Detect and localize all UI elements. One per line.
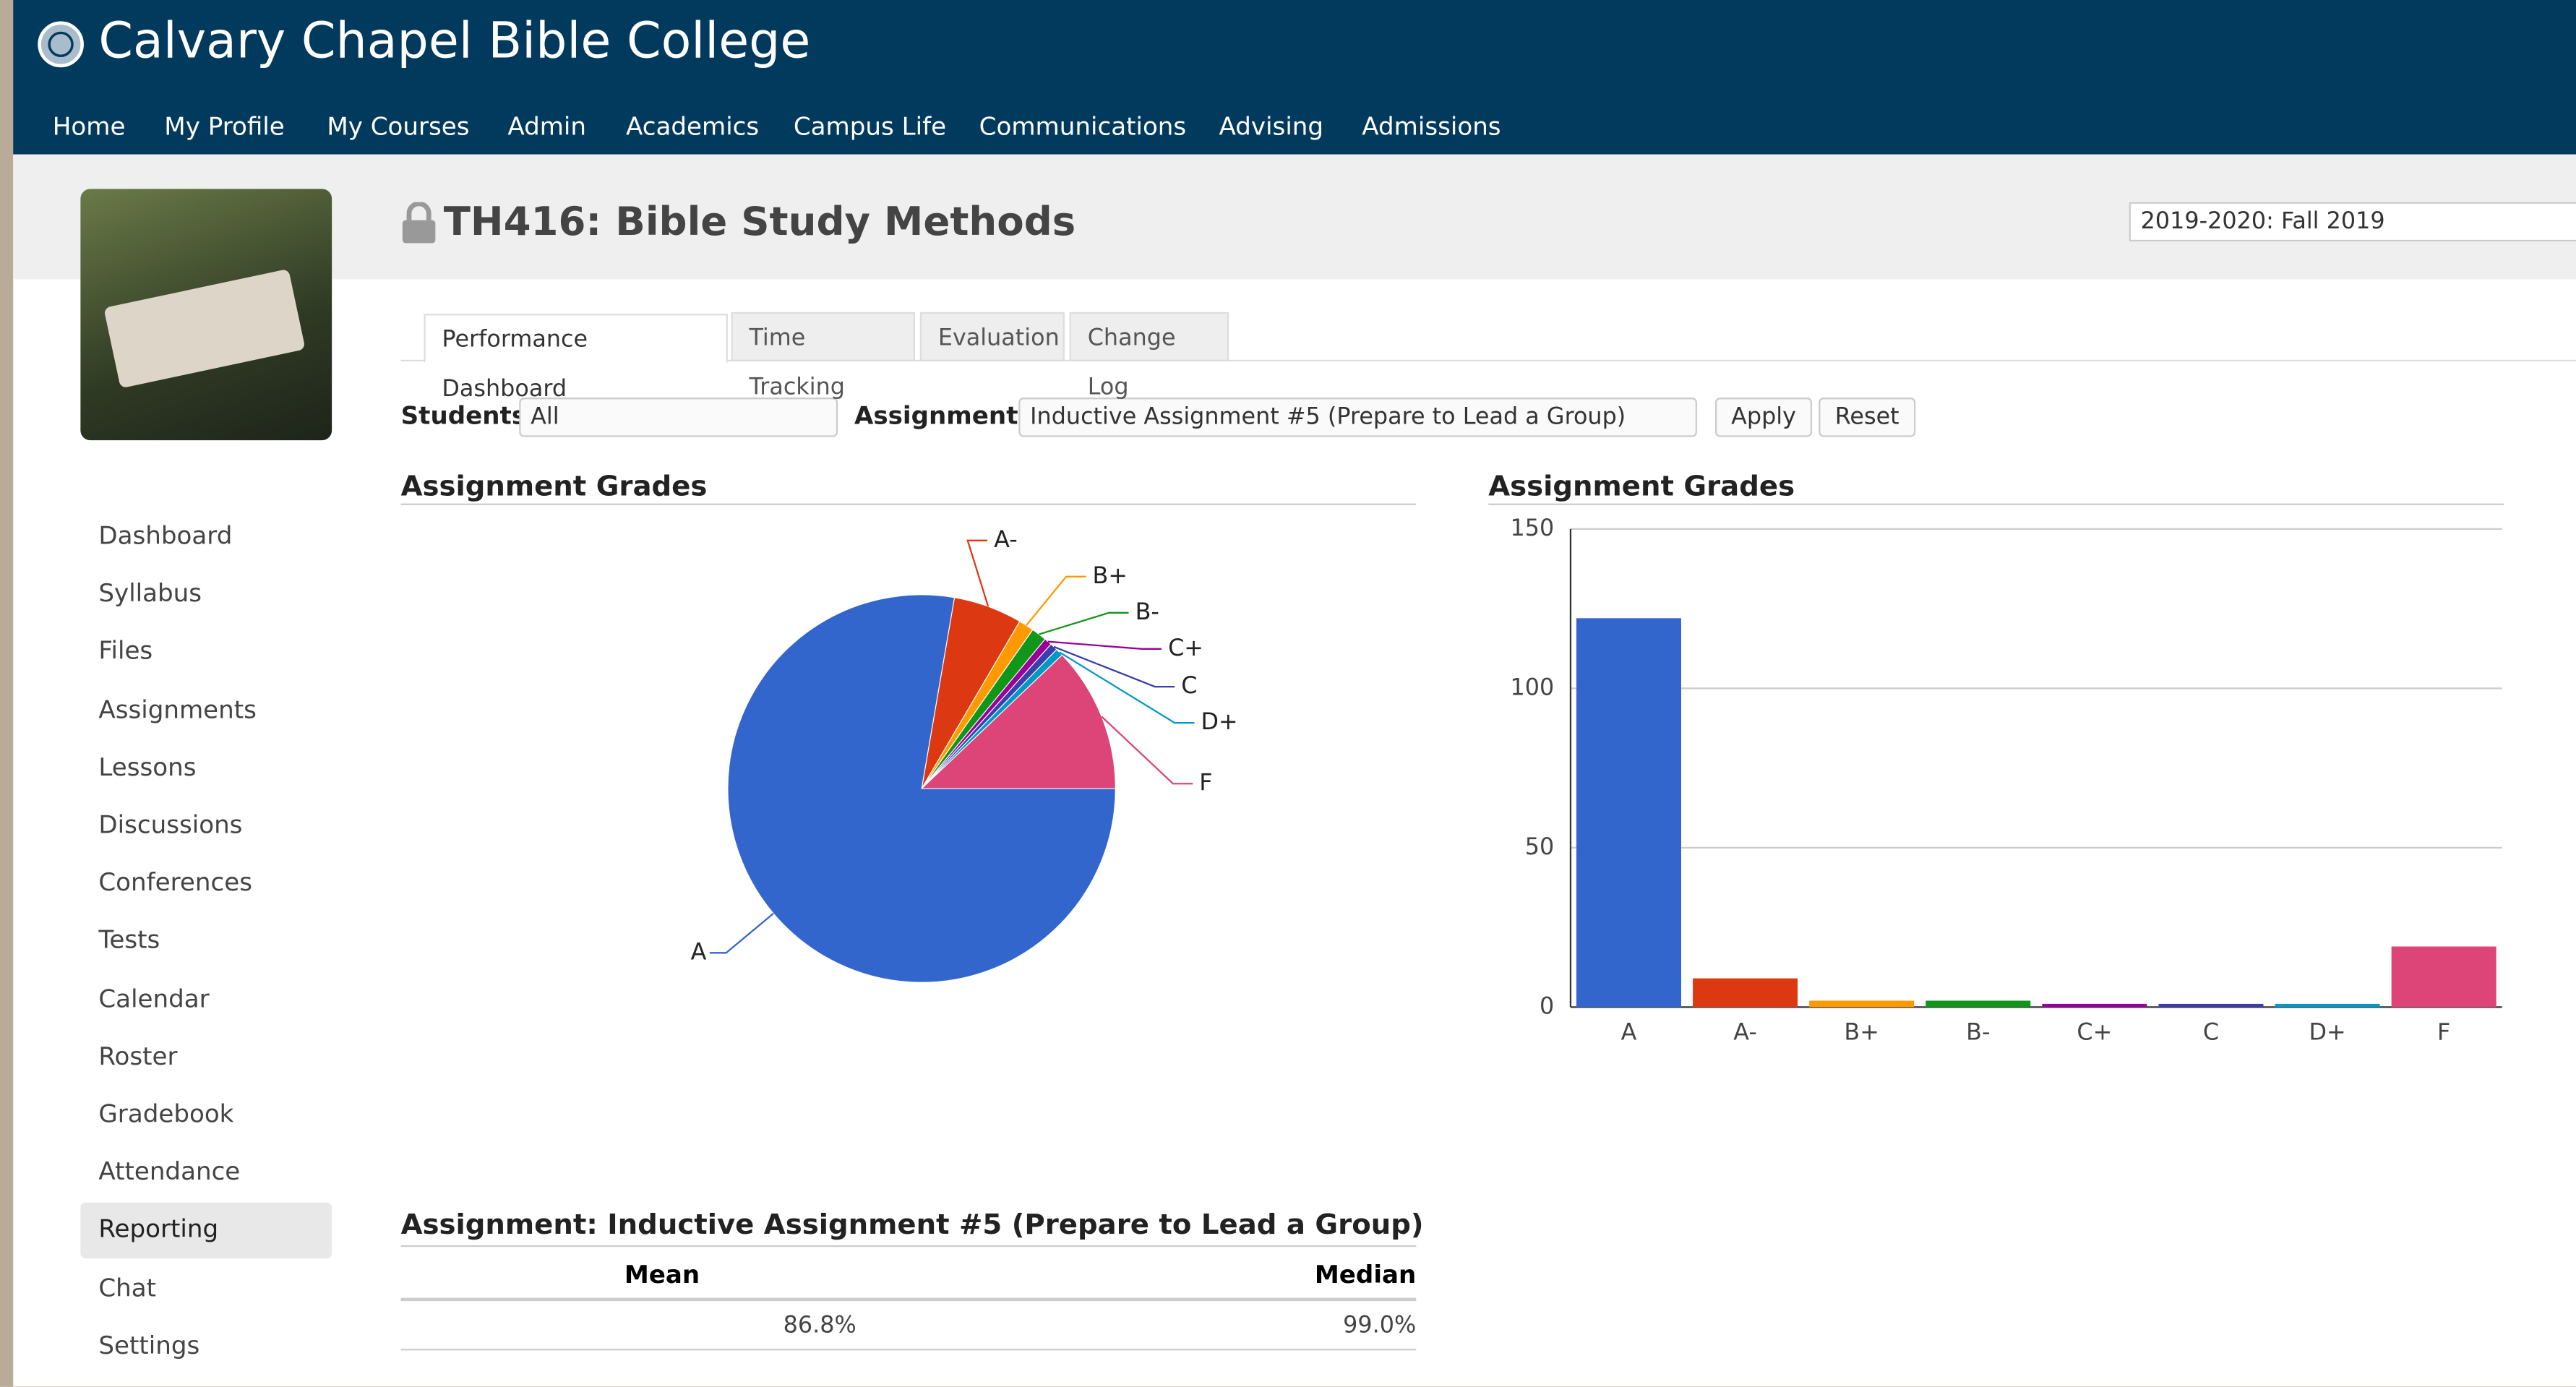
page: Calvary Chapel Bible College TH416: Bibl…: [0, 0, 2576, 1387]
x-tick-label: C: [2203, 1018, 2219, 1046]
sidebar-link[interactable]: Gradebook: [98, 1099, 233, 1129]
leader-line: [1039, 613, 1129, 635]
nav-link[interactable]: Home: [53, 112, 126, 142]
x-tick-label: D+: [2309, 1018, 2345, 1046]
sidebar-link[interactable]: Assignments: [98, 695, 257, 724]
pie-label: D+: [1201, 708, 1238, 735]
bar: [2042, 1004, 2147, 1007]
sidebar-link[interactable]: Reporting: [98, 1215, 218, 1245]
nav-link[interactable]: Admissions: [1362, 112, 1500, 142]
chart-title: Assignment Grades: [1488, 471, 1795, 503]
sidebar-link[interactable]: Tests: [98, 926, 160, 956]
pie-label: C+: [1168, 634, 1203, 661]
bar: [1809, 1001, 1914, 1008]
sidebar-link[interactable]: Roster: [98, 1042, 177, 1071]
nav-link[interactable]: Admin: [507, 112, 586, 142]
chart-title: Assignment Grades: [401, 471, 708, 503]
bar: [1925, 1001, 2030, 1008]
pie-label: C: [1181, 671, 1197, 699]
sidebar-link[interactable]: Chat: [98, 1273, 156, 1302]
y-tick-label: 150: [1510, 514, 1554, 541]
leader-line: [968, 541, 988, 606]
pie-label: B-: [1135, 598, 1159, 625]
pie-label: B+: [1093, 562, 1128, 589]
nav-link[interactable]: Communications: [979, 112, 1186, 142]
y-tick-label: 100: [1510, 673, 1554, 700]
leader-line: [1048, 642, 1162, 649]
x-tick-label: F: [2437, 1018, 2450, 1046]
pie-label: A-: [994, 525, 1018, 553]
pie-label: F: [1199, 768, 1212, 796]
sidebar-link[interactable]: Lessons: [98, 752, 196, 782]
charts: Assignment Grades Assignment Grades FD+C…: [13, 0, 2576, 1386]
sidebar-link[interactable]: Attendance: [98, 1157, 240, 1187]
x-tick-label: B-: [1966, 1018, 1990, 1046]
leader-line: [710, 914, 773, 953]
sidebar-link[interactable]: Conferences: [98, 868, 252, 898]
y-tick-label: 50: [1525, 833, 1554, 860]
tab[interactable]: Performance Dashboard: [424, 314, 727, 363]
sidebar-link[interactable]: Discussions: [98, 810, 242, 840]
tab[interactable]: Change Log: [1070, 312, 1229, 361]
x-tick-label: A-: [1733, 1018, 1757, 1046]
main: Calvary Chapel Bible College TH416: Bibl…: [13, 0, 2576, 1386]
bar: [2275, 1004, 2380, 1007]
viewport: Calvary Chapel Bible College TH416: Bibl…: [0, 0, 2576, 1387]
tab[interactable]: Time Tracking: [731, 312, 915, 361]
nav-link[interactable]: My Profile: [164, 112, 284, 142]
x-tick-label: A: [1621, 1018, 1637, 1046]
pie-label: A: [691, 937, 707, 965]
sidebar-link[interactable]: Settings: [98, 1331, 199, 1360]
nav-link[interactable]: Campus Life: [794, 112, 946, 142]
x-tick-label: B+: [1844, 1018, 1879, 1046]
y-tick-label: 0: [1540, 992, 1554, 1019]
sidebar-link[interactable]: Syllabus: [98, 579, 202, 609]
bar: [2392, 947, 2496, 1008]
sidebar-link[interactable]: Calendar: [98, 984, 209, 1013]
nav-link[interactable]: My Courses: [327, 112, 469, 142]
bar: [2158, 1004, 2263, 1007]
bar: [1693, 979, 1798, 1008]
bar: [1576, 618, 1681, 1007]
leader-line: [1026, 577, 1086, 625]
sidebar-link[interactable]: Dashboard: [98, 521, 232, 551]
screen: Calvary Chapel Bible College TH416: Bibl…: [0, 0, 2576, 1386]
tab[interactable]: Evaluation: [920, 312, 1065, 361]
nav-link[interactable]: Academics: [626, 112, 759, 142]
x-tick-label: C+: [2077, 1018, 2112, 1046]
nav-link[interactable]: Advising: [1219, 112, 1324, 142]
sidebar-link[interactable]: Files: [98, 637, 153, 666]
